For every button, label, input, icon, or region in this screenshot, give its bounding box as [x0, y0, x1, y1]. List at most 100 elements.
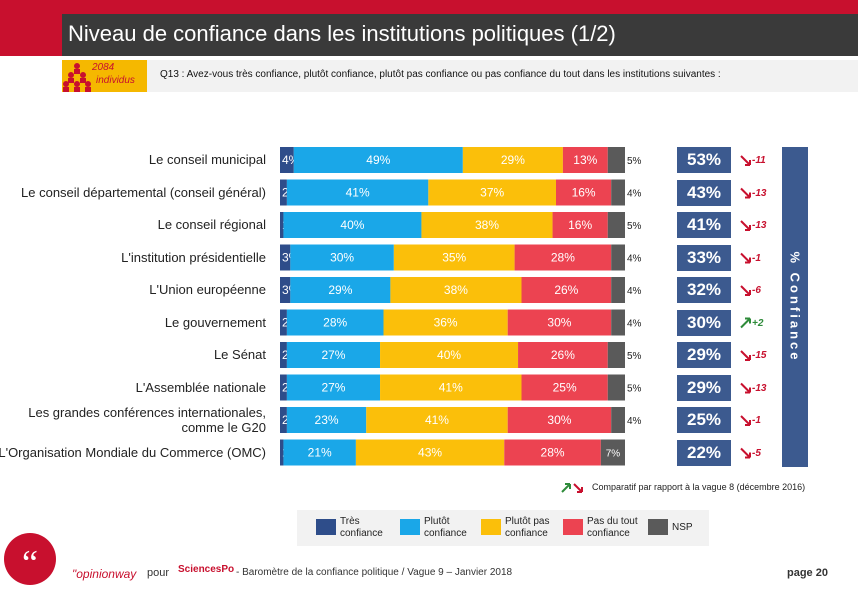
confidence-total-box: 43% — [677, 179, 731, 206]
data-label: 23% — [315, 413, 339, 427]
evolution-value: -6 — [752, 285, 761, 296]
evolution-value: -5 — [752, 447, 761, 459]
bar-segment — [280, 212, 284, 238]
confidence-vertical-bar — [782, 147, 808, 467]
bar-segment — [607, 212, 625, 238]
bar-segment — [507, 309, 612, 336]
confidence-total-box: 29% — [677, 342, 731, 368]
bar-segment — [280, 342, 287, 368]
sample-size: 2084 — [92, 62, 115, 73]
bar-segment — [280, 277, 291, 303]
data-label: 49% — [366, 153, 390, 167]
evolution-value: -15 — [752, 350, 767, 361]
data-label: 28% — [323, 316, 347, 330]
category-label: Le Sénat — [213, 347, 266, 362]
confidence-total-box: 53% — [677, 147, 731, 173]
data-label: 40% — [340, 218, 364, 232]
question-bar — [62, 60, 858, 92]
legend-label: Très confiance — [340, 516, 383, 539]
confidence-total-box: 41% — [677, 212, 731, 238]
data-label: 4% — [627, 189, 642, 200]
trend-down-icon — [740, 220, 751, 231]
data-label: 26% — [554, 283, 578, 297]
data-label: 30% — [547, 316, 571, 330]
bar-segment — [286, 179, 429, 206]
confidence-total-box: 33% — [677, 244, 731, 271]
trend-up-icon — [740, 317, 751, 329]
trend-down-icon — [740, 187, 751, 199]
category-label: Le conseil régional — [157, 217, 266, 232]
data-label: 41% — [439, 381, 463, 395]
bar-segment — [366, 407, 508, 433]
bar-segment — [286, 342, 381, 368]
data-label: 4% — [627, 286, 642, 297]
bar-segment — [607, 147, 625, 173]
data-label: 4% — [627, 416, 642, 427]
evolution-value: -13 — [752, 220, 767, 231]
legend-label: Plutôt confiance — [424, 516, 467, 539]
bar-segment — [290, 244, 394, 271]
data-label: 29% — [501, 153, 525, 167]
category-label: Le gouvernement — [164, 314, 266, 330]
sample-panel — [62, 60, 147, 92]
bar-segment — [280, 309, 287, 336]
data-label: 43% — [418, 446, 442, 460]
bar-segment — [280, 374, 287, 401]
bar-segment — [283, 439, 356, 466]
data-label: 16% — [572, 186, 596, 200]
data-label: 21% — [308, 446, 332, 460]
bar-segment — [286, 309, 384, 336]
footer-text: - Baromètre de la confiance politique / … — [236, 567, 513, 578]
category-label: Le conseil départemental (conseil généra… — [21, 184, 266, 200]
data-label: 35% — [442, 251, 466, 265]
data-label: 41% — [346, 186, 370, 200]
data-label: 13% — [573, 153, 597, 167]
category-label: Les grandes conférences internationales,… — [28, 405, 266, 435]
data-label: 5% — [627, 384, 642, 395]
bar-segment — [611, 179, 625, 206]
confidence-total-box: 25% — [677, 407, 731, 433]
opinionway-logo: "opinionway — [72, 567, 137, 581]
trend-down-icon — [740, 382, 751, 394]
legend-label: NSP — [672, 522, 693, 533]
bar-segment — [611, 309, 625, 336]
bar-segment — [562, 147, 608, 173]
legend-label: Plutôt pas confiance — [505, 516, 550, 539]
bar-segment — [283, 212, 422, 238]
data-label: 38% — [444, 283, 468, 297]
bar-segment — [380, 342, 519, 368]
quote-logo-icon: “ — [4, 533, 56, 585]
bar-segment — [290, 277, 391, 303]
bar-segment — [280, 407, 287, 433]
category-label: L'institution présidentielle — [121, 249, 266, 265]
bar-segment — [518, 342, 608, 368]
bar-segment — [393, 244, 515, 271]
bar-segment — [390, 277, 522, 303]
bar-segment — [280, 179, 287, 206]
legend-label: Pas du tout confiance — [587, 516, 638, 539]
trend-down-icon — [740, 285, 751, 296]
trend-down-icon — [740, 447, 751, 459]
category-label: L'Union européenne — [149, 282, 266, 297]
confidence-total-box: 29% — [677, 374, 731, 401]
bar-segment — [383, 309, 508, 336]
bar-segment — [421, 212, 553, 238]
data-label: 5% — [627, 221, 642, 232]
trend-arrows-icon — [561, 483, 583, 493]
bar-segment — [514, 244, 612, 271]
confidence-total-box: 32% — [677, 277, 731, 303]
bar-segment — [286, 374, 381, 401]
bar-segment — [280, 439, 284, 466]
data-label: 5% — [627, 351, 642, 362]
legend-swatch — [648, 519, 668, 535]
bar-segment — [507, 407, 612, 433]
data-label: 16% — [568, 218, 592, 232]
bar-segment — [600, 439, 625, 466]
legend-swatch — [316, 519, 336, 535]
question-text: Q13 : Avez-vous très confiance, plutôt c… — [160, 69, 721, 80]
bar-segment — [280, 244, 291, 271]
category-label: L'Organisation Mondiale du Commerce (OMC… — [0, 444, 266, 460]
trend-down-icon — [740, 252, 751, 264]
evolution-value: +2 — [752, 317, 764, 329]
bar-segment — [286, 407, 367, 433]
